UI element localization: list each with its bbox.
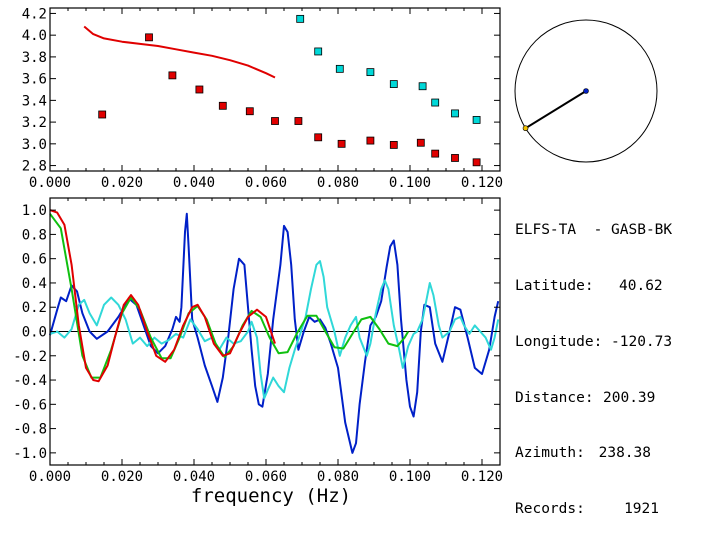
phase-velocity-chart: 0.000 0.020 0.040 0.060 0.080 0.100 0.120 2.8 3.… xyxy=(22,6,503,191)
station-pair-title: ELFS-TA - GASB-BK xyxy=(515,222,673,239)
data-point-s0-6 xyxy=(271,117,279,125)
longitude-value: -120.73 xyxy=(611,333,673,350)
azimuth-label: Azimuth: xyxy=(515,445,585,462)
info-row-latitude: Latitude: 40.62 xyxy=(515,277,672,296)
data-point-s0-1 xyxy=(145,33,153,42)
data-point-s0-9 xyxy=(337,139,346,148)
longitude-label: Longitude: xyxy=(515,333,603,350)
x-tick-label: 0.040 xyxy=(173,175,215,191)
station-center-dot xyxy=(583,88,589,94)
data-point-s0-8 xyxy=(314,133,323,142)
info-row-azimuth: Azimuth: 238.38 xyxy=(515,444,672,463)
compass-circle xyxy=(514,19,658,163)
series-line-2 xyxy=(83,25,276,79)
data-point-s0-0 xyxy=(98,110,107,119)
info-row-distance: Distance: 200.39 xyxy=(515,389,672,408)
y-tick-label: 0.4 xyxy=(22,276,47,292)
y-tick-label: 3.8 xyxy=(22,50,47,66)
x-tick-label: 0.120 xyxy=(461,175,503,191)
x-tick-label: 0.080 xyxy=(317,175,359,191)
data-point-s0-10 xyxy=(366,136,375,145)
x-tick-label: 0.040 xyxy=(173,469,215,485)
y-tick-label: 4.0 xyxy=(22,28,47,44)
latitude-label: Latitude: xyxy=(515,277,594,294)
y-tick-label: 0.2 xyxy=(22,300,47,316)
data-point-s0-13 xyxy=(431,149,440,158)
data-point-s1-0 xyxy=(296,14,305,23)
y-tick-label: 4.2 xyxy=(22,6,47,22)
data-point-s1-5 xyxy=(418,82,427,91)
data-point-s0-12 xyxy=(416,138,425,147)
distance-value: 200.39 xyxy=(603,389,656,406)
data-point-s0-4 xyxy=(218,101,227,110)
data-point-s0-2 xyxy=(168,71,177,80)
series-line-0 xyxy=(49,212,500,454)
y-tick-label: 2.8 xyxy=(22,159,47,175)
x-tick-label: 0.060 xyxy=(245,175,287,191)
x-tick-label: 0.060 xyxy=(245,469,287,485)
x-tick-label: 0.020 xyxy=(101,175,143,191)
data-point-s0-5 xyxy=(245,107,254,116)
y-tick-label: -1.0 xyxy=(13,446,47,462)
station-info-panel: ELFS-TA - GASB-BK Latitude: 40.62 Longitu… xyxy=(515,184,672,537)
data-point-s1-7 xyxy=(451,109,459,118)
distance-label: Distance: xyxy=(515,389,594,406)
azimuth-compass xyxy=(514,19,658,163)
x-tick-label: 0.080 xyxy=(317,469,359,485)
y-tick-label: -0.8 xyxy=(13,422,47,438)
info-row-longitude: Longitude: -120.73 xyxy=(515,333,672,352)
records-label: Records: xyxy=(515,501,585,518)
coherence-chart: 0.000 0.020 0.040 0.060 0.080 0.100 0.120 1.0 0.… xyxy=(13,197,503,485)
figure: 0.000 0.020 0.040 0.060 0.080 0.100 0.120 2.8 3.… xyxy=(13,6,658,507)
x-tick-label: 0.000 xyxy=(29,469,71,485)
y-tick-label: 0.8 xyxy=(22,227,47,243)
series-line-3 xyxy=(49,209,276,383)
x-tick-label: 0.100 xyxy=(389,469,431,485)
data-point-s1-1 xyxy=(314,47,323,56)
latitude-value: 40.62 xyxy=(619,277,663,294)
data-point-s1-3 xyxy=(366,68,375,77)
y-tick-label: 3.0 xyxy=(22,137,47,153)
x-tick-label: 0.100 xyxy=(389,175,431,191)
data-point-s1-8 xyxy=(472,116,481,124)
data-point-s0-15 xyxy=(472,158,481,167)
y-tick-label: 1.0 xyxy=(22,203,47,219)
plot-frame xyxy=(49,7,501,172)
azimuth-line xyxy=(525,90,587,130)
y-tick-label: 3.4 xyxy=(22,93,47,109)
data-point-s1-2 xyxy=(335,64,344,73)
x-axis-label: frequency (Hz) xyxy=(191,485,351,507)
y-tick-label: 3.2 xyxy=(22,115,47,131)
y-tick-label: 0.6 xyxy=(22,252,47,268)
y-tick-label: -0.2 xyxy=(13,349,47,365)
data-point-s0-14 xyxy=(451,154,459,162)
x-tick-label: 0.000 xyxy=(29,175,71,191)
y-tick-label: 3.6 xyxy=(22,72,47,88)
y-tick-label: 0.0 xyxy=(22,325,47,341)
data-point-s0-7 xyxy=(294,117,303,125)
data-point-s1-4 xyxy=(389,80,398,88)
data-point-s0-11 xyxy=(389,141,398,149)
x-tick-label: 0.020 xyxy=(101,469,143,485)
y-tick-label: -0.6 xyxy=(13,397,47,413)
y-tick-label: -0.4 xyxy=(13,373,47,389)
records-value: 1921 xyxy=(624,501,659,518)
azimuth-value: 238.38 xyxy=(598,445,651,462)
info-row-records: Records: 1921 xyxy=(515,500,672,519)
x-tick-label: 0.120 xyxy=(461,469,503,485)
data-point-s1-6 xyxy=(431,98,440,107)
station-end-dot xyxy=(522,125,529,132)
data-point-s0-3 xyxy=(195,85,204,94)
